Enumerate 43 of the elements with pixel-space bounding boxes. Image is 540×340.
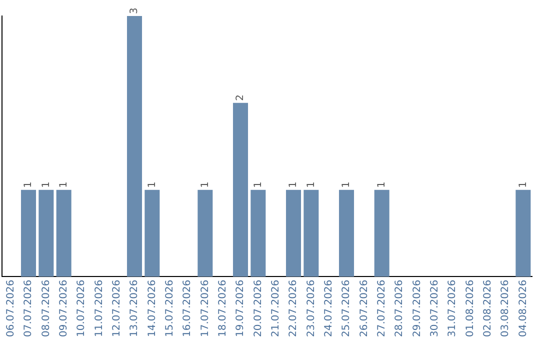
x-tick-label: 16.07.2026 — [182, 280, 194, 338]
data-label: 1 — [200, 181, 211, 188]
data-label: 1 — [58, 181, 70, 188]
data-label: 1 — [306, 181, 317, 188]
x-tick-label: 29.07.2026 — [412, 280, 423, 338]
data-label: 1 — [40, 181, 52, 188]
x-tick-label: 21.07.2026 — [270, 280, 282, 338]
x-tick-label: 08.07.2026 — [40, 280, 52, 338]
data-label: 2 — [235, 94, 246, 101]
x-tick-label: 04.08.2026 — [518, 280, 529, 338]
x-tick-label: 15.07.2026 — [164, 280, 176, 338]
x-tick-label: 06.07.2026 — [5, 280, 16, 338]
x-tick-label: 31.07.2026 — [447, 280, 458, 338]
x-tick-label: 13.07.2026 — [129, 280, 140, 338]
data-label: 1 — [252, 181, 264, 188]
x-tick-label: 20.07.2026 — [252, 280, 264, 338]
data-label: 1 — [376, 181, 388, 188]
x-tick-label: 01.08.2026 — [464, 280, 476, 338]
x-tick-label: 19.07.2026 — [235, 280, 246, 338]
data-label: 1 — [341, 181, 352, 188]
data-label: 1 — [23, 181, 34, 188]
x-tick-label: 02.08.2026 — [482, 280, 494, 338]
x-tick-label: 14.07.2026 — [146, 280, 158, 338]
x-tick-label: 10.07.2026 — [76, 280, 88, 338]
x-tick-label: 12.07.2026 — [111, 280, 122, 338]
x-tick-label: 22.07.2026 — [288, 280, 300, 338]
x-tick-label: 11.07.2026 — [94, 280, 105, 338]
x-tick-label: 26.07.2026 — [358, 280, 370, 338]
x-tick-label: 27.07.2026 — [376, 280, 388, 338]
data-label: 1 — [146, 181, 158, 188]
x-tick-label: 30.07.2026 — [429, 280, 440, 338]
x-tick-label: 25.07.2026 — [341, 280, 352, 338]
x-tick-label: 17.07.2026 — [200, 280, 211, 338]
x-tick-label: 18.07.2026 — [217, 280, 228, 338]
x-tick-label: 09.07.2026 — [58, 280, 70, 338]
data-label: 1 — [518, 181, 529, 188]
x-tick-label: 03.08.2026 — [500, 280, 512, 338]
x-tick-label: 07.07.2026 — [23, 280, 34, 338]
x-tick-label: 23.07.2026 — [306, 280, 317, 338]
x-tick-label: 28.07.2026 — [394, 280, 406, 338]
data-label: 1 — [288, 181, 300, 188]
data-label: 3 — [129, 8, 140, 14]
x-tick-label: 24.07.2026 — [323, 280, 334, 338]
